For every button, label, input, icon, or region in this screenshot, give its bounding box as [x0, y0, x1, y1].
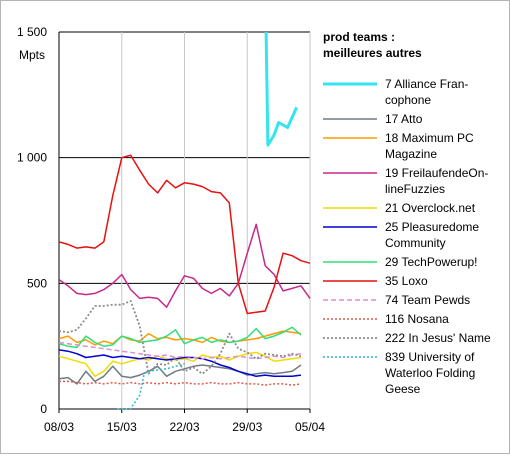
- y-tick-label: 1 000: [17, 151, 47, 165]
- legend-title-line-1: prod teams :: [323, 30, 395, 44]
- axis-layer: 0 500 1 000 1 500 08/03 15/03 22/03 29/03 05/04: [17, 25, 325, 434]
- series-line-25-pleasuredome-community: [59, 349, 302, 378]
- legend-label-18-maximum-pc-magazine: Magazine: [385, 147, 437, 161]
- legend-title-line-2: meilleures autres: [323, 46, 422, 60]
- x-tick-label: 08/03: [44, 420, 74, 434]
- legend-label-19-freilaufendeonlinefuzzies: 19 FreilaufendeOn-: [385, 166, 488, 180]
- legend-label-7-alliance-francophone: 7 Alliance Fran-: [385, 77, 468, 91]
- legend-label-116-nosana: 116 Nosana: [385, 312, 449, 326]
- legend-label-839-university-of-waterloo-folding-geese: Waterloo Folding: [385, 366, 475, 380]
- series-line-18-maximum-pc-magazine: [59, 330, 302, 346]
- x-tick-label: 15/03: [107, 420, 137, 434]
- y-tick-label: 500: [27, 276, 47, 290]
- y-tick-label: 0: [40, 402, 47, 416]
- x-tick-label: 29/03: [232, 420, 262, 434]
- legend: prod teams : meilleures autres 7 Allianc…: [323, 30, 491, 396]
- legend-label-25-pleasuredome-community: 25 Pleasuredome: [385, 220, 479, 234]
- series-line-222-in-jesus-name: [59, 299, 302, 375]
- series-line-74-team-pewds: [59, 341, 302, 360]
- legend-label-839-university-of-waterloo-folding-geese: Geese: [385, 382, 421, 396]
- legend-label-25-pleasuredome-community: Community: [385, 236, 446, 250]
- series-line-21-overclock-net: [59, 351, 302, 378]
- legend-label-29-techpowerup: 29 TechPowerup!: [385, 255, 478, 269]
- legend-label-7-alliance-francophone: cophone: [385, 93, 431, 107]
- y-axis-label: Mpts: [19, 48, 45, 62]
- series-line-7-alliance-francophone: [264, 31, 298, 147]
- series-line-35-loxo: [59, 154, 311, 315]
- series-layer: [59, 31, 311, 410]
- legend-label-74-team-pewds: 74 Team Pewds: [385, 293, 470, 307]
- legend-label-222-in-jesus-name: 222 In Jesus' Name: [385, 331, 491, 345]
- series-line-839-university-of-waterloo-folding-geese: [117, 363, 185, 410]
- series-line-19-freilaufendeonlinefuzzies: [59, 223, 311, 308]
- y-tick-label: 1 500: [17, 25, 47, 39]
- x-tick-label: 22/03: [169, 420, 199, 434]
- legend-label-17-atto: 17 Atto: [385, 112, 423, 126]
- legend-label-35-loxo: 35 Loxo: [385, 274, 428, 288]
- series-line-116-nosana: [59, 380, 302, 386]
- legend-label-839-university-of-waterloo-folding-geese: 839 University of: [385, 350, 475, 364]
- series-line-17-atto: [59, 364, 302, 385]
- grid-layer: [59, 31, 311, 409]
- series-line-29-techpowerup: [59, 326, 302, 349]
- legend-label-21-overclock-net: 21 Overclock.net: [385, 201, 476, 215]
- x-tick-label: 05/04: [295, 420, 325, 434]
- legend-label-19-freilaufendeonlinefuzzies: lineFuzzies: [385, 182, 445, 196]
- legend-label-18-maximum-pc-magazine: 18 Maximum PC: [385, 131, 474, 145]
